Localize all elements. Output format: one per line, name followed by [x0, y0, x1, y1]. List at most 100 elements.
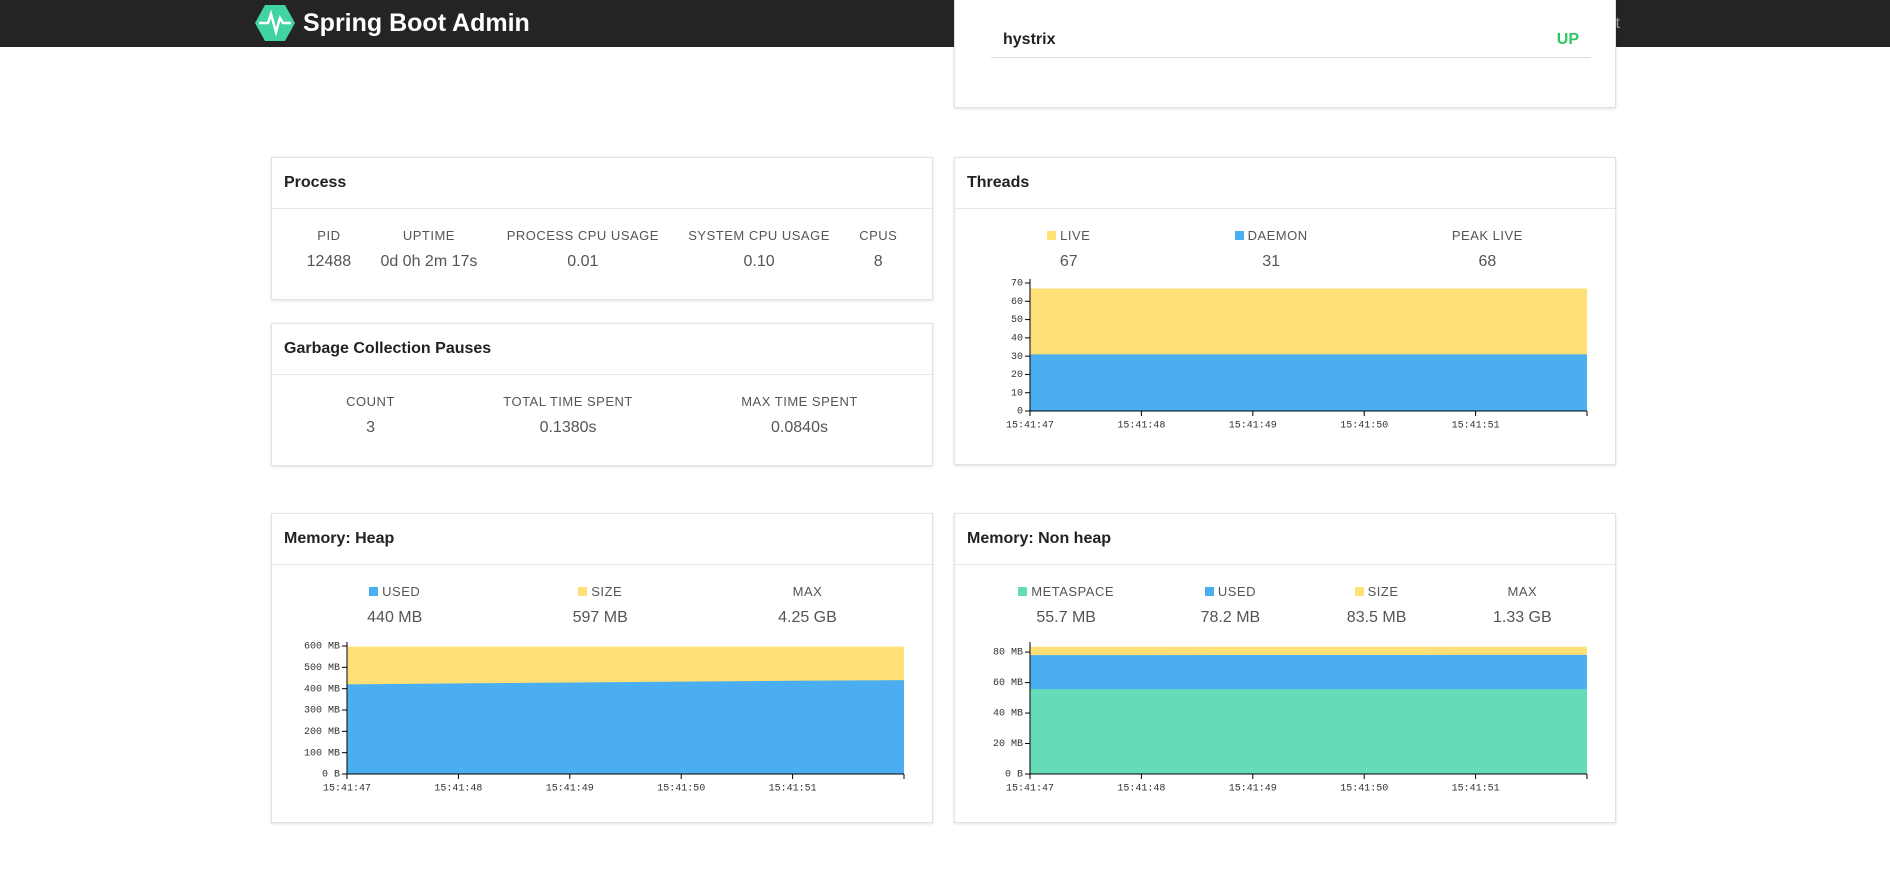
stat-label: SIZE	[1367, 584, 1399, 599]
stat-label-row: LIVE	[1047, 228, 1090, 243]
legend-swatch	[1204, 587, 1214, 596]
health-row: hystrix UP	[991, 23, 1591, 58]
stat-label-row: MAX	[1493, 584, 1552, 599]
y-tick-label: 500 MB	[304, 663, 340, 674]
y-tick-label: 40	[1011, 333, 1023, 344]
stat-value: 0.01	[567, 253, 599, 270]
stat-label-row: CPUS	[859, 228, 897, 243]
legend-swatch	[1234, 231, 1244, 240]
panel-title: Memory: Non heap	[955, 514, 1615, 565]
y-tick-label: 40 MB	[993, 709, 1023, 720]
stat-label: USED	[382, 584, 421, 599]
stat-label: MAX	[792, 584, 823, 599]
y-tick-label: 60 MB	[993, 678, 1023, 689]
x-tick-label: 15:41:48	[1117, 784, 1165, 795]
stat-value: 597 MB	[572, 609, 628, 626]
health-panel: hystrix UP	[954, 0, 1616, 108]
stats-row: COUNT 3 TOTAL TIME SPENT 0.1380s MAX TIME SP…	[292, 394, 912, 437]
stat: MAX 1.33 GB	[1493, 584, 1552, 627]
stat-label: MAX TIME SPENT	[741, 394, 858, 409]
panel-title: Memory: Heap	[272, 514, 932, 565]
x-tick-label: 15:41:48	[434, 784, 482, 795]
stat: USED 440 MB	[367, 584, 422, 627]
stat-label: MAX	[1507, 584, 1538, 599]
y-tick-label: 200 MB	[304, 727, 340, 738]
x-tick-label: 15:41:49	[546, 784, 594, 795]
stat-value: 0.1380s	[539, 419, 597, 436]
stat-label: METASPACE	[1031, 584, 1115, 599]
stat: PID 12488	[307, 228, 352, 271]
chart: 0 B 100 MB 200 MB 300 MB 400 MB 500 MB 600 MB 1…	[304, 642, 905, 795]
y-tick-label: 0 B	[1005, 770, 1023, 781]
x-tick-label: 15:41:47	[1006, 784, 1054, 795]
stat: METASPACE 55.7 MB	[1018, 584, 1114, 627]
brand[interactable]: Spring Boot Admin	[255, 3, 530, 43]
area	[1030, 354, 1587, 411]
stat: PEAK LIVE 68	[1452, 228, 1523, 271]
legend-swatch	[1354, 587, 1364, 596]
stat-value: 4.25 GB	[778, 609, 837, 626]
stat-label: SIZE	[591, 584, 623, 599]
area	[347, 680, 904, 774]
stat-value: 83.5 MB	[1346, 609, 1407, 626]
x-tick-label: 15:41:50	[657, 784, 705, 795]
stat-value: 0.0840s	[771, 419, 828, 436]
y-tick-label: 0	[1017, 407, 1023, 418]
stat-value: 55.7 MB	[1036, 609, 1096, 626]
stat-label: UPTIME	[402, 228, 455, 243]
stat-label-row: PID	[307, 228, 352, 243]
stat: DAEMON 31	[1234, 228, 1308, 271]
y-tick-label: 30	[1011, 352, 1023, 363]
x-tick-label: 15:41:47	[323, 784, 371, 795]
stat-label: USED	[1217, 584, 1256, 599]
stat: MAX 4.25 GB	[778, 584, 837, 627]
legend-swatch	[1047, 231, 1057, 240]
stat-label-row: COUNT	[346, 394, 395, 409]
logo	[255, 5, 295, 41]
stat-label: PROCESS CPU USAGE	[506, 228, 659, 243]
stat-label-row: MAX TIME SPENT	[741, 394, 858, 409]
chart: 0 10 20 30 40 50 60 70 15:41:47 15:41:48 15:41:49 1…	[1006, 279, 1588, 432]
stat-value: 78.2 MB	[1200, 609, 1261, 626]
stat-value: 68	[1478, 253, 1497, 270]
x-tick-label: 15:41:50	[1340, 784, 1388, 795]
stats-row: METASPACE 55.7 MB USED 78.2 MB SIZE 83.5 MB MA…	[975, 584, 1595, 627]
stat-value: 31	[1262, 253, 1280, 270]
health-name: hystrix	[1003, 31, 1056, 48]
stat: USED 78.2 MB	[1201, 584, 1261, 627]
stat-label-row: PROCESS CPU USAGE	[507, 228, 659, 243]
stat: PROCESS CPU USAGE 0.01	[507, 228, 659, 271]
x-tick-label: 15:41:47	[1006, 421, 1054, 432]
stat-value: 67	[1059, 253, 1078, 270]
legend-swatch	[1018, 587, 1028, 596]
stat: UPTIME 0d 0h 2m 17s	[380, 228, 477, 271]
stat: SYSTEM CPU USAGE 0.10	[688, 228, 830, 271]
stats-row: PID 12488 UPTIME 0d 0h 2m 17s PROCESS CPU US…	[292, 228, 912, 271]
stats-row: USED 440 MB SIZE 597 MB MAX 4.25 GB	[292, 584, 912, 627]
y-tick-label: 300 MB	[304, 706, 340, 717]
x-tick-label: 15:41:51	[1452, 421, 1500, 432]
stat-label-row: DAEMON	[1234, 228, 1308, 243]
y-tick-label: 0 B	[322, 770, 340, 781]
x-tick-label: 15:41:50	[1340, 421, 1388, 432]
threads-panel: Threads LIVE 67 DAEMON 31 PEAK LIVE 68 0 10 20 30 4…	[954, 157, 1616, 465]
stat: LIVE 67	[1047, 228, 1090, 271]
brand-text: Spring Boot Admin	[303, 8, 530, 37]
stat-label: PID	[317, 228, 341, 243]
stat-value: 3	[366, 419, 375, 436]
y-tick-label: 50	[1011, 315, 1023, 326]
stat-label-row: PEAK LIVE	[1452, 228, 1523, 243]
stat-label: TOTAL TIME SPENT	[503, 394, 633, 409]
x-tick-label: 15:41:49	[1229, 421, 1277, 432]
stat-label-row: METASPACE	[1018, 584, 1114, 599]
stat-label-row: USED	[367, 584, 422, 599]
stat-label-row: MAX	[778, 584, 837, 599]
stat: MAX TIME SPENT 0.0840s	[741, 394, 858, 437]
x-tick-label: 15:41:48	[1117, 421, 1165, 432]
y-tick-label: 600 MB	[304, 642, 340, 653]
panel-title: Process	[272, 158, 932, 209]
stat-label-row: SIZE	[1347, 584, 1407, 599]
stat-label-row: SYSTEM CPU USAGE	[688, 228, 830, 243]
gc-panel: Garbage Collection Pauses COUNT 3 TOTAL TIM…	[271, 323, 933, 466]
